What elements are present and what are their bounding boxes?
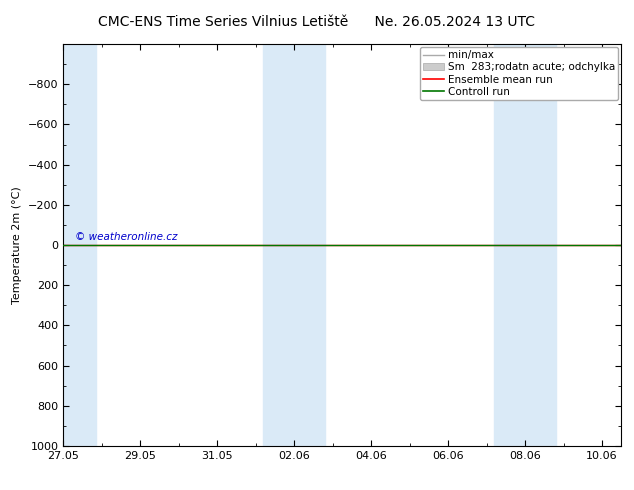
Text: © weatheronline.cz: © weatheronline.cz	[75, 232, 177, 242]
Legend: min/max, Sm  283;rodatn acute; odchylka, Ensemble mean run, Controll run: min/max, Sm 283;rodatn acute; odchylka, …	[420, 47, 618, 100]
Bar	[264, 44, 325, 446]
Y-axis label: Temperature 2m (°C): Temperature 2m (°C)	[13, 186, 22, 304]
Text: CMC-ENS Time Series Vilnius Letiště      Ne. 26.05.2024 13 UTC: CMC-ENS Time Series Vilnius Letiště Ne. …	[98, 15, 536, 29]
Bar	[63, 44, 96, 446]
Bar	[495, 44, 556, 446]
